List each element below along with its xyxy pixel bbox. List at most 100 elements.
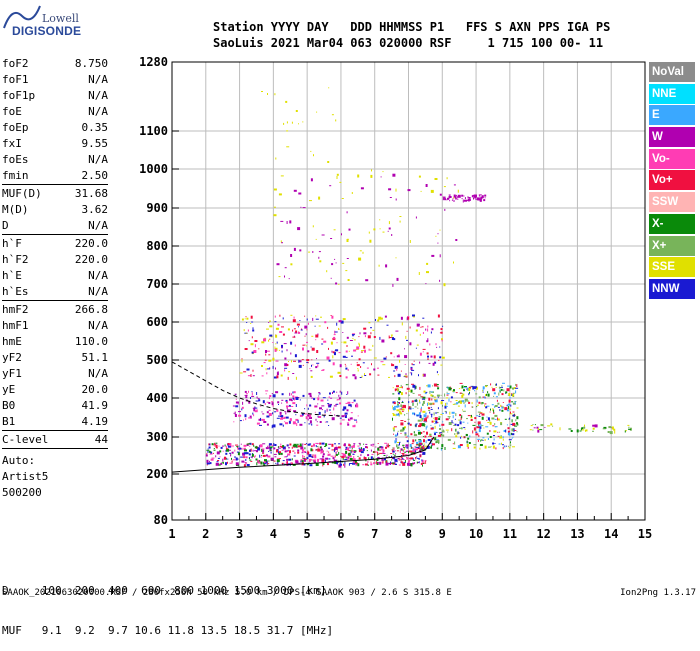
echo-point [240,443,242,445]
echo-point [422,317,425,319]
echo-point [420,442,422,444]
echo-point [414,386,416,390]
echo-point [330,341,333,345]
echo-point [328,87,330,89]
echo-point [412,408,414,409]
echo-point [297,420,299,423]
echo-point [441,338,443,341]
param-separator [2,448,108,450]
param-row: MUF(D) 31.68 [0,186,110,202]
echo-point [409,342,412,346]
echo-point [213,444,215,446]
echo-point [424,448,427,451]
echo-point [333,458,335,462]
echo-point [474,194,477,198]
echo-point [302,394,305,397]
echo-point [291,446,293,449]
echo-point [311,397,314,399]
echo-point [313,398,316,401]
echo-point [396,355,400,358]
echo-point [215,444,218,448]
echo-point [501,393,504,396]
echo-point [271,425,273,429]
echo-point [449,411,451,415]
echo-point [260,456,262,458]
echo-point [277,323,280,326]
echo-point [259,454,261,458]
echo-point [297,227,301,231]
echo-point [284,369,286,372]
echo-point [402,404,406,408]
echo-point [408,409,409,412]
echo-point [310,370,313,372]
echo-point [334,459,338,462]
echo-point [276,459,280,463]
echo-point [295,110,298,112]
echo-point [388,456,390,457]
echo-point [234,393,237,395]
echo-point [438,359,440,361]
echo-point [459,419,461,422]
echo-point [497,418,500,421]
echo-point [479,444,483,446]
echo-point [315,315,317,317]
echo-point [435,420,438,424]
echo-point [250,397,251,399]
echo-point [331,315,334,319]
echo-point [267,368,270,370]
echo-point [491,386,493,388]
echo-point [251,321,254,323]
echo-point [413,448,416,451]
echo-point [300,446,304,450]
echo-point [445,402,447,406]
echo-point [226,448,228,450]
echo-point [445,418,449,421]
echo-point [459,414,462,417]
echo-point [424,460,426,463]
echo-point [457,189,459,193]
echo-point [493,438,495,441]
echo-point [372,344,374,347]
echo-point [411,372,413,376]
echo-point [413,431,415,434]
echo-point [346,394,348,395]
echo-point [373,462,376,465]
echo-point [353,349,357,352]
param-row: hmE 110.0 [0,334,110,350]
echo-point [370,463,373,466]
echo-point [489,420,491,422]
echo-point [457,445,461,449]
echo-point [296,423,298,426]
echo-point [461,435,462,437]
echo-point [299,414,303,417]
echo-point [328,443,332,445]
echo-point [238,445,240,447]
echo-point [430,355,433,358]
echo-point [392,283,394,287]
echo-point [474,390,475,392]
echo-point [603,426,607,429]
echo-point [404,433,407,436]
echo-point [436,447,438,449]
x-tick-label: 4 [270,527,277,541]
echo-point [408,394,410,396]
echo-point [208,450,211,453]
echo-point [352,462,355,465]
echo-point [314,456,317,459]
echo-point [257,459,260,463]
echo-point [407,460,410,463]
echo-point [509,385,512,389]
echo-point [424,424,426,425]
echo-point [467,198,471,201]
echo-point [400,403,402,406]
echo-point [397,442,400,443]
echo-point [330,238,333,239]
echo-point [218,463,220,466]
param-value: 51.1 [81,351,109,364]
echo-point [338,352,341,354]
echo-point [401,461,404,464]
echo-point [462,409,463,411]
echo-point [416,344,419,346]
echo-point [302,207,306,209]
echo-point [292,450,295,452]
